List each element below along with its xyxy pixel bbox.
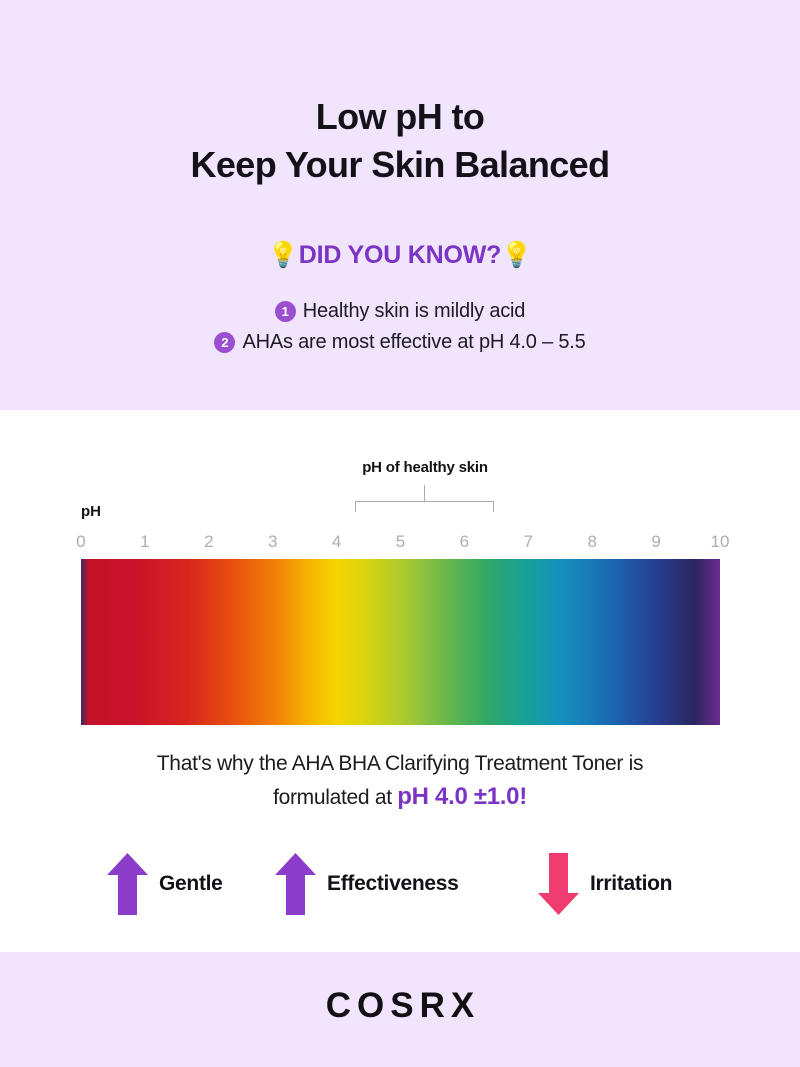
bracket-tick-left [355,501,356,512]
fact-text-2: AHAs are most effective at pH 4.0 – 5.5 [242,331,586,353]
page-title: Low pH to Keep Your Skin Balanced [0,93,800,189]
arrow-up-icon [107,853,148,915]
fact-text-1: Healthy skin is mildly acid [302,300,526,322]
ph-scale-section: pH of healthy skin pH 0 1 2 3 4 5 6 7 8 9 10 That'… [0,410,800,952]
brand-logo-cosrx: COSRX [325,986,481,1025]
closing-line-2-prefix: formulated at [273,786,398,809]
benefits-row: Gentle Effectiveness Irritation [0,853,800,923]
benefit-label: Effectiveness [327,872,459,895]
axis-tick-10: 10 [710,532,730,551]
list-item: 2 AHAs are most effective at pH 4.0 – 5.… [0,331,800,354]
list-item: 1 Healthy skin is mildly acid [0,300,800,323]
bracket-stem [424,485,425,501]
axis-tick-3: 3 [267,532,278,551]
benefit-item-effectiveness: Effectiveness [275,853,459,915]
benefit-item-gentle: Gentle [107,853,223,915]
hero-section: Low pH to Keep Your Skin Balanced 💡DID Y… [0,0,800,410]
axis-tick-7: 7 [523,532,534,551]
closing-line-1: That's why the AHA BHA Clarifying Treatm… [156,752,644,775]
benefit-item-irritation: Irritation [538,853,672,915]
axis-tick-4: 4 [331,532,342,551]
ph-value-highlight: pH 4.0 ±1.0! [397,783,527,810]
axis-tick-5: 5 [395,532,406,551]
benefit-label: Gentle [159,872,223,895]
number-badge-1: 1 [274,301,296,322]
did-you-know-heading: 💡DID YOU KNOW?💡 [267,241,533,269]
axis-tick-8: 8 [587,532,597,551]
page-title-line-2: Keep Your Skin Balanced [190,144,610,185]
axis-tick-labels: 0 1 2 3 4 5 6 7 8 9 10 [76,532,729,554]
healthy-skin-bracket [355,485,495,513]
bracket-tick-right [493,501,494,512]
arrow-up-icon [275,853,316,915]
ph-gradient-bar [81,559,720,725]
axis-tick-2: 2 [204,532,214,551]
arrow-down-icon [538,853,579,915]
number-badge-2: 2 [214,332,236,353]
healthy-skin-annotation-label: pH of healthy skin [362,459,488,476]
axis-title-ph: pH [81,503,101,520]
axis-tick-6: 6 [459,532,470,551]
closing-statement: That's why the AHA BHA Clarifying Treatm… [40,747,760,814]
facts-list: 1 Healthy skin is mildly acid 2 AHAs are… [0,300,800,362]
page-title-line-1: Low pH to [315,96,485,137]
axis-tick-1: 1 [140,532,150,551]
bracket-bar [355,501,494,502]
axis-tick-9: 9 [651,532,661,551]
axis-tick-0: 0 [76,532,86,551]
footer-section: COSRX [0,952,800,1067]
benefit-label: Irritation [590,872,673,895]
